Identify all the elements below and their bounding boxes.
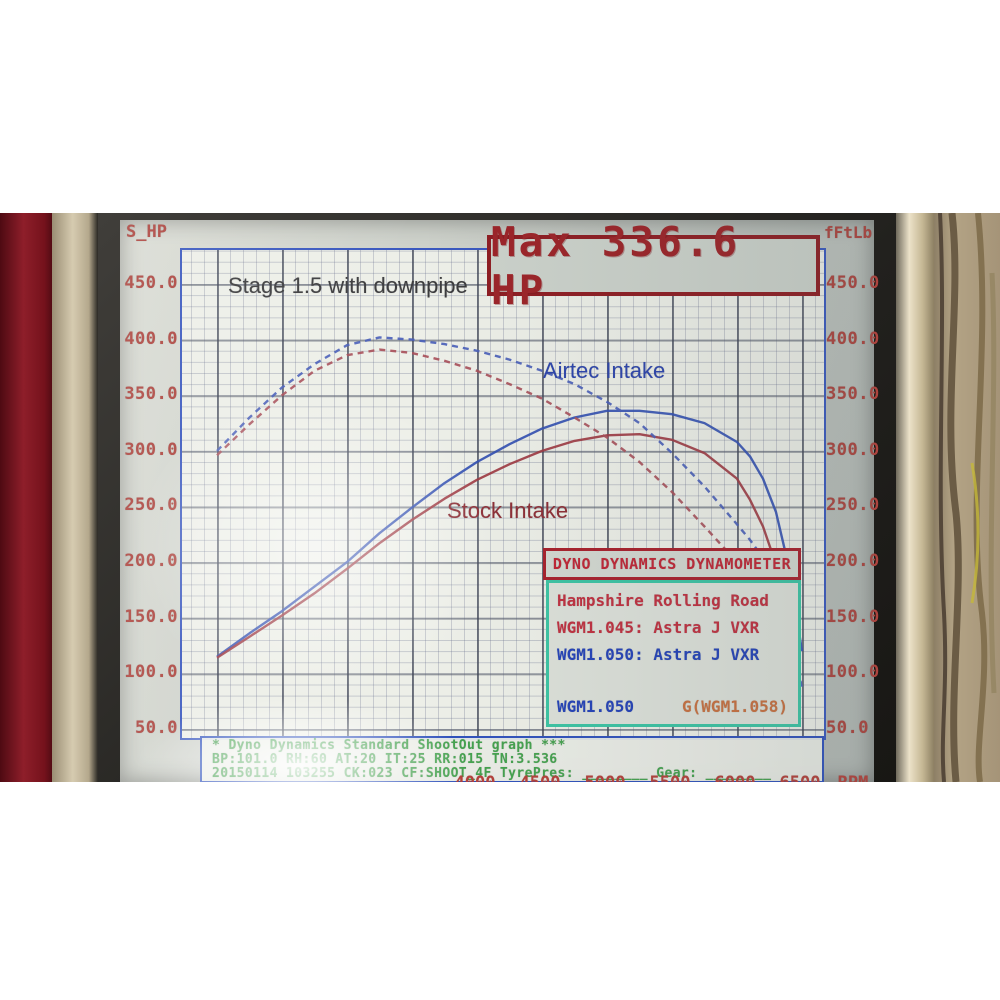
y-tick-right: 400.0 [826, 329, 880, 349]
legend-run-airtec: WGM1.050: Astra J VXR [557, 645, 760, 664]
right-axis-title: fFtLb [824, 223, 873, 242]
red-machine [0, 213, 52, 782]
legend-ghost-run: G(WGM1.058) [682, 697, 788, 716]
y-tick-right: 50.0 [826, 718, 869, 738]
stock-curve-label: Stock Intake [447, 498, 569, 523]
y-tick-left: 200.0 [124, 551, 178, 571]
monitor-photo: S_HP fFtLb 450.0 400.0 350.0 300.0 250.0… [0, 213, 1000, 782]
x-tick: 5500 [646, 773, 694, 782]
monitor-side-edge [896, 213, 934, 782]
x-tick: 6000 [711, 773, 759, 782]
airtec-curve-label: Airtec Intake [543, 358, 666, 383]
x-tick: 6500 [776, 773, 824, 782]
y-tick-right: 150.0 [826, 607, 880, 627]
y-tick-right: 350.0 [826, 384, 880, 404]
legend-header-text: DYNO DYNAMICS DYNAMOMETER [552, 555, 792, 573]
y-tick-right: 200.0 [826, 551, 880, 571]
hanging-cables-icon [938, 213, 997, 782]
legend-run-stock: WGM1.045: Astra J VXR [557, 618, 760, 637]
max-power-value: Max 336.6 HP [491, 217, 741, 314]
y-tick-left: 50.0 [135, 718, 178, 738]
run-title: Stage 1.5 with downpipe [228, 273, 468, 298]
y-tick-left: 450.0 [124, 273, 178, 293]
status-line-2: BP:101.0 RH:60 AT:20 IT:25 RR:015 TN:3.5… [212, 752, 558, 768]
y-tick-left: 400.0 [124, 329, 178, 349]
y-tick-right: 300.0 [826, 440, 880, 460]
y-tick-left: 250.0 [124, 495, 178, 515]
y-tick-left: 300.0 [124, 440, 178, 460]
legend-header: DYNO DYNAMICS DYNAMOMETER [543, 548, 801, 580]
legend-venue: Hampshire Rolling Road [557, 591, 769, 610]
y-tick-left: 150.0 [124, 607, 178, 627]
left-axis-title: S_HP [126, 222, 167, 242]
y-tick-right: 250.0 [826, 495, 880, 515]
y-tick-right: 450.0 [826, 273, 880, 293]
x-tick: 4500 [516, 773, 564, 782]
max-power-box: Max 336.6 HP [487, 218, 820, 314]
x-tick: 4000 [451, 773, 499, 782]
x-axis-unit: RPM [826, 773, 880, 782]
wall-right [934, 213, 1000, 782]
y-tick-left: 100.0 [124, 662, 178, 682]
y-tick-left: 350.0 [124, 384, 178, 404]
wall-strip-left [52, 213, 98, 782]
status-line-1: * Dyno Dynamics Standard ShootOut graph … [212, 738, 566, 753]
legend-box: Hampshire Rolling Road WGM1.045: Astra J… [546, 580, 801, 727]
legend-active-run: WGM1.050 [557, 697, 635, 716]
y-tick-right: 100.0 [826, 662, 880, 682]
x-tick: 5000 [581, 773, 629, 782]
